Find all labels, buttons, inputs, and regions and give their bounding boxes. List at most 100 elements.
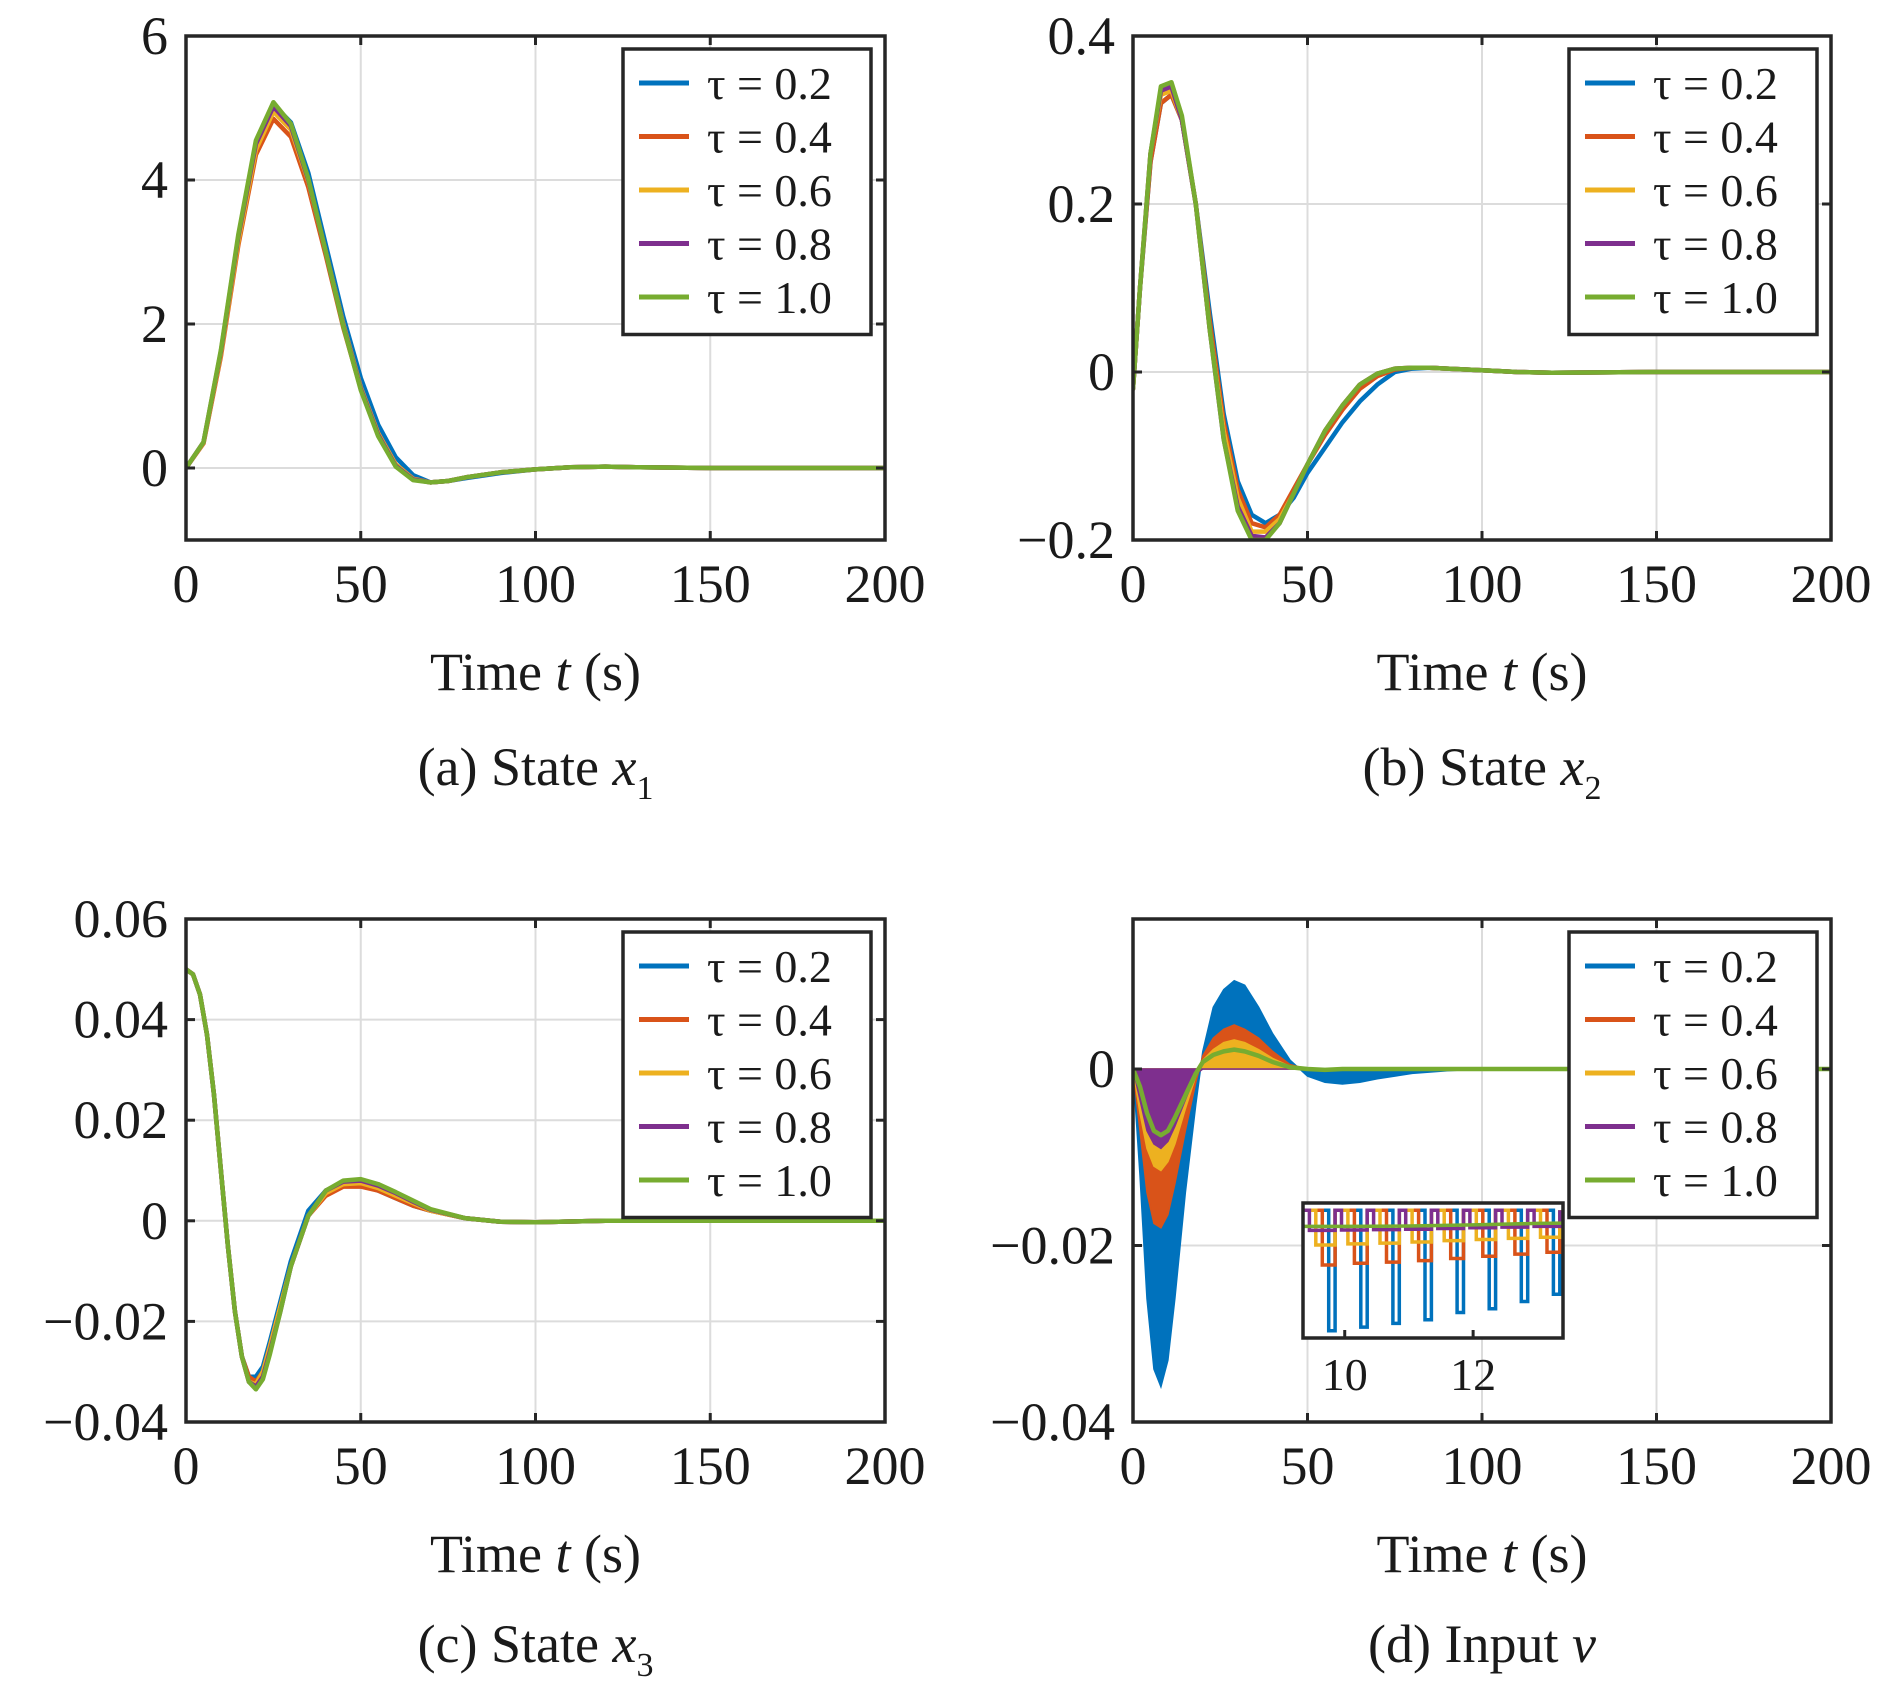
- x-tick-label: 0: [1120, 1436, 1147, 1496]
- x-axis-label-variable: t: [1502, 642, 1519, 702]
- x-tick-label: 100: [495, 1436, 576, 1496]
- y-tick-label: 0.06: [74, 889, 169, 949]
- legend-entry: τ = 0.8: [1653, 219, 1778, 270]
- legend-entry: τ = 0.6: [1653, 1048, 1778, 1099]
- legend-entry: τ = 1.0: [707, 1155, 832, 1206]
- x-tick-label: 0: [173, 554, 200, 614]
- legend-entry: τ = 0.2: [707, 58, 832, 109]
- axes: 0 50 100 150 200−0.200.20.4: [1017, 6, 1871, 614]
- y-tick-label: 0.2: [1048, 174, 1116, 234]
- plot-area: [186, 967, 885, 1392]
- caption-variable: x: [611, 737, 636, 797]
- caption-variable: x: [1559, 737, 1584, 797]
- x-tick-label: 200: [1791, 554, 1872, 614]
- x-axis-label-unit: (s): [1517, 1524, 1587, 1584]
- axes: 0 50 100 150 200 −0.04 −0.02 0 0.02 0.04 0.06: [43, 889, 925, 1496]
- legend-entry: τ = 0.2: [1653, 58, 1778, 109]
- caption-text: (b) State: [1363, 737, 1561, 797]
- inset-series-3: [1303, 1208, 1562, 1233]
- inset-plot-area: [1303, 1208, 1563, 1333]
- x-axis-label: Time t (s): [430, 1524, 641, 1584]
- panel-d: 0 50 100 150 200 −0.04 −0.02 0 Time t (s) (d) Inp…: [990, 917, 1872, 1674]
- y-tick-label: 4: [141, 150, 168, 210]
- legend: τ = 0.2τ = 0.4τ = 0.6τ = 0.8τ = 1.0: [1567, 47, 1819, 337]
- caption-text: (a) State: [418, 737, 613, 797]
- x-axis-label-variable: t: [556, 642, 573, 702]
- x-tick-label: 50: [1281, 554, 1335, 614]
- caption-text: (d) Input: [1368, 1614, 1572, 1674]
- legend-entry: τ = 0.2: [707, 941, 832, 992]
- x-tick-label: 0: [173, 1436, 200, 1496]
- legend-entry: τ = 0.8: [707, 219, 832, 270]
- x-axis-label-text: Time: [1376, 642, 1502, 702]
- legend-entry: τ = 0.6: [1653, 165, 1778, 216]
- x-axis-label: Time t (s): [1376, 642, 1587, 702]
- x-tick-label: 200: [845, 554, 926, 614]
- inset-box: [1301, 1201, 1565, 1340]
- y-tick-label: 0: [1088, 1039, 1115, 1099]
- y-tick-label: 0: [141, 1191, 168, 1251]
- x-axis-label-unit: (s): [1517, 642, 1587, 702]
- legend-entry: τ = 1.0: [1653, 272, 1778, 323]
- series-line-0: [1133, 1047, 1831, 1138]
- y-tick-label: 2: [141, 294, 168, 354]
- x-tick-label: 150: [1616, 554, 1697, 614]
- x-axis-label-text: Time: [1376, 1524, 1502, 1584]
- x-axis-label-variable: t: [556, 1524, 573, 1584]
- plot-area: [1133, 79, 1831, 540]
- x-axis-label-unit: (s): [571, 1524, 641, 1584]
- y-tick-label: 0.02: [74, 1090, 169, 1150]
- x-tick-label: 150: [670, 1436, 751, 1496]
- caption-subscript: 1: [636, 770, 653, 807]
- plot-area: [186, 99, 885, 485]
- x-tick-label: 150: [1616, 1436, 1697, 1496]
- x-tick-label: 150: [670, 554, 751, 614]
- envelope-0: [1133, 979, 1831, 1390]
- x-tick-label: 200: [1791, 1436, 1872, 1496]
- x-axis-label-text: Time: [430, 1524, 556, 1584]
- y-tick-label: 0: [1088, 342, 1115, 402]
- caption-subscript: 2: [1584, 770, 1601, 807]
- y-tick-label: 0: [141, 438, 168, 498]
- caption-subscript: 3: [636, 1647, 653, 1684]
- series-line-4: [186, 99, 885, 485]
- x-tick-label: 50: [334, 554, 388, 614]
- y-tick-label: −0.04: [990, 1392, 1115, 1452]
- inset-x-tick-label: 10: [1322, 1349, 1368, 1400]
- y-tick-label: −0.04: [43, 1392, 168, 1452]
- series-line-4: [186, 967, 885, 1392]
- panel-caption: (a) State x1: [418, 737, 654, 807]
- panel-caption: (b) State x2: [1363, 737, 1602, 807]
- x-tick-label: 100: [1442, 1436, 1523, 1496]
- plot-area: [1133, 979, 1831, 1390]
- legend-entry: τ = 0.2: [1653, 941, 1778, 992]
- legend-entry: τ = 0.6: [707, 165, 832, 216]
- x-tick-label: 50: [1281, 1436, 1335, 1496]
- panel-a: 0 50 100 150 200 0 2 4 6 Time t (s) (a) State x1 τ …: [141, 6, 926, 807]
- x-tick-label: 100: [495, 554, 576, 614]
- legend: τ = 0.2τ = 0.4τ = 0.6τ = 0.8τ = 1.0: [621, 930, 873, 1220]
- legend-entry: τ = 0.4: [1653, 112, 1778, 163]
- series-line-4: [1133, 79, 1831, 540]
- x-tick-label: 50: [334, 1436, 388, 1496]
- axes: 0 50 100 150 200 −0.04 −0.02 0: [990, 917, 1872, 1496]
- y-tick-label: 0.4: [1048, 6, 1116, 66]
- caption-variable: x: [611, 1614, 636, 1674]
- inset-x-tick-label: 12: [1450, 1349, 1496, 1400]
- y-tick-label: −0.02: [990, 1216, 1115, 1276]
- legend-entry: τ = 0.8: [1653, 1102, 1778, 1153]
- y-tick-label: −0.2: [1017, 510, 1115, 570]
- panel-caption: (c) State x3: [418, 1614, 654, 1684]
- y-tick-label: 6: [141, 6, 168, 66]
- legend-entry: τ = 0.4: [1653, 995, 1778, 1046]
- legend: τ = 0.2τ = 0.4τ = 0.6τ = 0.8τ = 1.0: [1567, 930, 1819, 1220]
- x-axis-label-variable: t: [1502, 1524, 1519, 1584]
- legend-entry: τ = 0.6: [707, 1048, 832, 1099]
- panel-caption: (d) Input v: [1368, 1614, 1596, 1674]
- x-axis-label: Time t (s): [430, 642, 641, 702]
- y-tick-label: 0.04: [74, 990, 169, 1050]
- x-tick-label: 100: [1442, 554, 1523, 614]
- x-tick-label: 0: [1120, 554, 1147, 614]
